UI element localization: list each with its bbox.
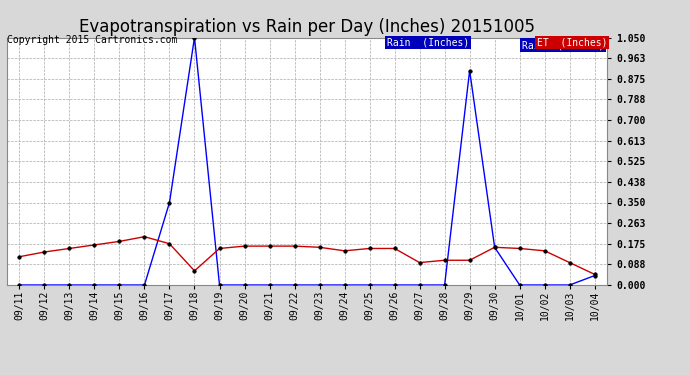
- Title: Evapotranspiration vs Rain per Day (Inches) 20151005: Evapotranspiration vs Rain per Day (Inch…: [79, 18, 535, 36]
- Text: Rain  (Inches): Rain (Inches): [522, 40, 604, 50]
- Text: Copyright 2015 Cartronics.com: Copyright 2015 Cartronics.com: [7, 35, 177, 45]
- Text: Rain  (Inches): Rain (Inches): [387, 38, 469, 48]
- Text: ET  (Inches): ET (Inches): [537, 38, 607, 48]
